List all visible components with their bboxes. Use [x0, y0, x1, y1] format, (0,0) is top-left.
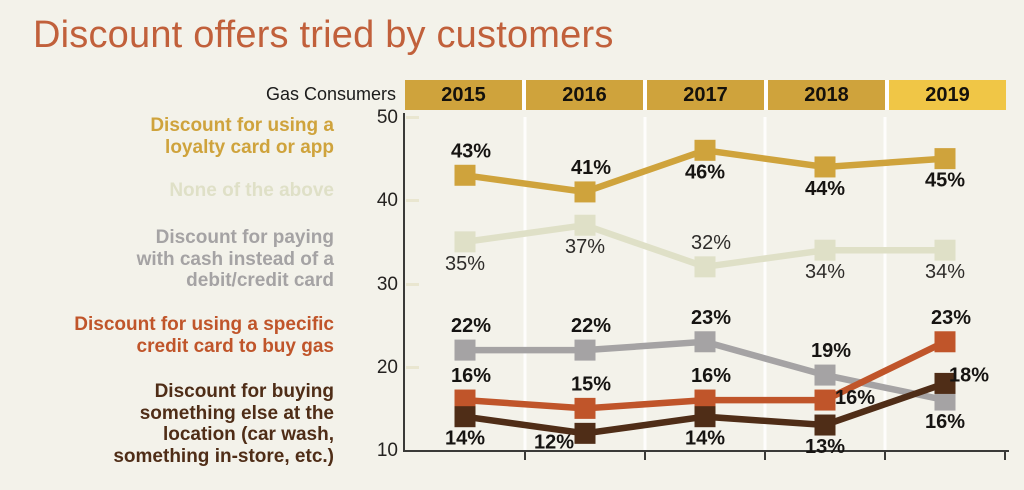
- y-axis-tick-label: 40: [376, 190, 398, 212]
- data-point-marker: [574, 397, 596, 419]
- legend-label-line: something else at the: [139, 402, 334, 424]
- data-point-marker: [694, 389, 716, 411]
- legend-item-buy-something-else: Discount for buying something else at the…: [18, 381, 334, 467]
- chart-title: Discount offers tried by customers: [33, 14, 614, 56]
- data-point-label: 16%: [691, 365, 731, 387]
- legend-label-line: Discount for buying: [154, 381, 334, 402]
- data-point-label: 16%: [925, 411, 965, 433]
- legend-label-line: loyalty card or app: [165, 136, 334, 158]
- legend-item-loyalty-card: Discount for using a loyalty card or app: [18, 115, 334, 158]
- y-axis-tick: [406, 199, 419, 203]
- year-header-cell: 2015: [405, 80, 522, 110]
- data-point-marker: [934, 331, 956, 353]
- data-point-marker: [694, 331, 716, 353]
- data-point-label: 13%: [805, 436, 845, 458]
- y-axis-tick-label: 50: [376, 107, 398, 128]
- data-point-label: 44%: [805, 178, 845, 200]
- column-separator: [523, 117, 527, 450]
- plot-area: 43% 41% 46% 44% 45% 35% 37% 32% 34% 34% 22% 22% 23% 1…: [405, 117, 1005, 458]
- legend-label-line: Discount for paying: [155, 227, 334, 248]
- plot-svg: 43% 41% 46% 44% 45% 35% 37% 32% 34% 34% 22% 22% 23% 1…: [445, 117, 989, 458]
- data-point-label: 14%: [685, 428, 725, 450]
- x-axis-tick: [764, 452, 766, 460]
- data-point-label: 15%: [571, 373, 611, 395]
- legend-label-line: debit/credit card: [186, 270, 334, 291]
- data-point-marker: [454, 406, 476, 428]
- data-point-marker: [694, 256, 716, 278]
- year-header-cell: 2018: [768, 80, 885, 110]
- data-point-label: 45%: [925, 170, 965, 192]
- data-point-marker: [574, 214, 596, 236]
- y-axis-tick: [406, 365, 419, 369]
- data-point-label: 16%: [835, 387, 875, 409]
- column-separator: [643, 117, 647, 450]
- data-point-marker: [934, 239, 956, 261]
- y-axis-tick-label: 30: [376, 273, 398, 295]
- data-point-marker: [694, 406, 716, 428]
- column-separator: [883, 117, 887, 450]
- y-axis-tick-label: 10: [376, 440, 398, 461]
- x-axis-tick: [884, 452, 886, 460]
- legend-item-cash-discount: Discount for paying with cash instead of …: [18, 227, 334, 292]
- data-point-label: 46%: [685, 161, 725, 183]
- data-point-label: 23%: [931, 307, 971, 329]
- data-point-marker: [454, 164, 476, 186]
- data-point-label: 34%: [925, 261, 965, 283]
- x-axis-tick: [1004, 452, 1006, 460]
- data-point-marker: [814, 239, 836, 261]
- year-header-row: 2015 2016 2017 2018 2019: [405, 80, 1006, 110]
- data-point-marker: [574, 339, 596, 361]
- data-point-label: 37%: [565, 236, 605, 258]
- data-point-marker: [814, 389, 836, 411]
- data-point-label: 16%: [451, 365, 491, 387]
- data-point-label: 23%: [691, 307, 731, 329]
- legend-label-line: with cash instead of a: [136, 248, 334, 270]
- legend-item-none-of-the-above: None of the above: [18, 180, 334, 202]
- y-axis-tick: [406, 116, 419, 119]
- data-point-marker: [454, 231, 476, 253]
- data-point-marker: [454, 389, 476, 411]
- legend-label-line: credit card to buy gas: [136, 335, 334, 357]
- legend-label-line: None of the above: [169, 180, 334, 201]
- legend-label-line: Discount for using a: [150, 115, 334, 136]
- y-axis-tick-label: 20: [376, 356, 398, 378]
- year-header-cell: 2016: [526, 80, 643, 110]
- data-point-marker: [454, 339, 476, 361]
- data-point-marker: [574, 422, 596, 444]
- data-point-marker: [574, 181, 596, 203]
- data-point-marker: [934, 389, 956, 411]
- data-point-label: 19%: [811, 340, 851, 362]
- data-point-marker: [814, 156, 836, 178]
- x-axis-line: [403, 450, 1009, 452]
- y-axis-tick: [406, 282, 419, 286]
- group-label: Gas Consumers: [265, 84, 396, 104]
- x-axis-tick: [524, 452, 526, 460]
- y-axis-line: [403, 113, 405, 452]
- data-point-marker: [814, 364, 836, 386]
- data-point-marker: [814, 414, 836, 436]
- data-point-label: 34%: [805, 261, 845, 283]
- data-point-label: 14%: [445, 428, 485, 450]
- data-point-label: 41%: [571, 157, 611, 179]
- year-header-cell: 2017: [647, 80, 764, 110]
- data-point-marker: [934, 372, 956, 394]
- data-point-marker: [694, 139, 716, 161]
- data-point-label: 18%: [949, 364, 989, 386]
- year-header-cell: 2019: [889, 80, 1006, 110]
- data-point-label: 22%: [451, 315, 491, 337]
- data-point-label: 35%: [445, 253, 485, 275]
- data-point-label: 43%: [451, 140, 491, 162]
- legend-label-line: something in-store, etc.): [113, 445, 334, 467]
- data-point-label: 22%: [571, 315, 611, 337]
- data-point-label: 32%: [691, 232, 731, 254]
- column-separator: [763, 117, 767, 450]
- data-point-label: 12%: [534, 431, 574, 453]
- legend-label-line: Discount for using a specific: [74, 314, 334, 335]
- legend-item-specific-credit-card: Discount for using a specific credit card…: [18, 314, 334, 357]
- legend-label-line: location (car wash,: [162, 424, 334, 445]
- x-axis-tick: [644, 452, 646, 460]
- data-point-marker: [934, 148, 956, 170]
